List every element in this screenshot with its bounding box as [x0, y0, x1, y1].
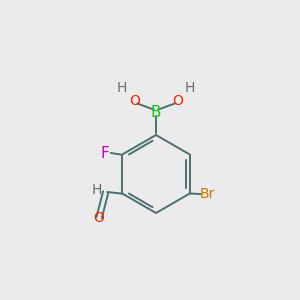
Text: B: B	[151, 105, 161, 120]
Text: O: O	[172, 94, 183, 108]
Text: H: H	[117, 82, 127, 95]
Text: O: O	[94, 211, 105, 224]
Text: H: H	[92, 184, 102, 197]
Text: O: O	[129, 94, 140, 108]
Text: Br: Br	[200, 187, 215, 201]
Text: H: H	[185, 82, 195, 95]
Text: F: F	[100, 146, 109, 160]
